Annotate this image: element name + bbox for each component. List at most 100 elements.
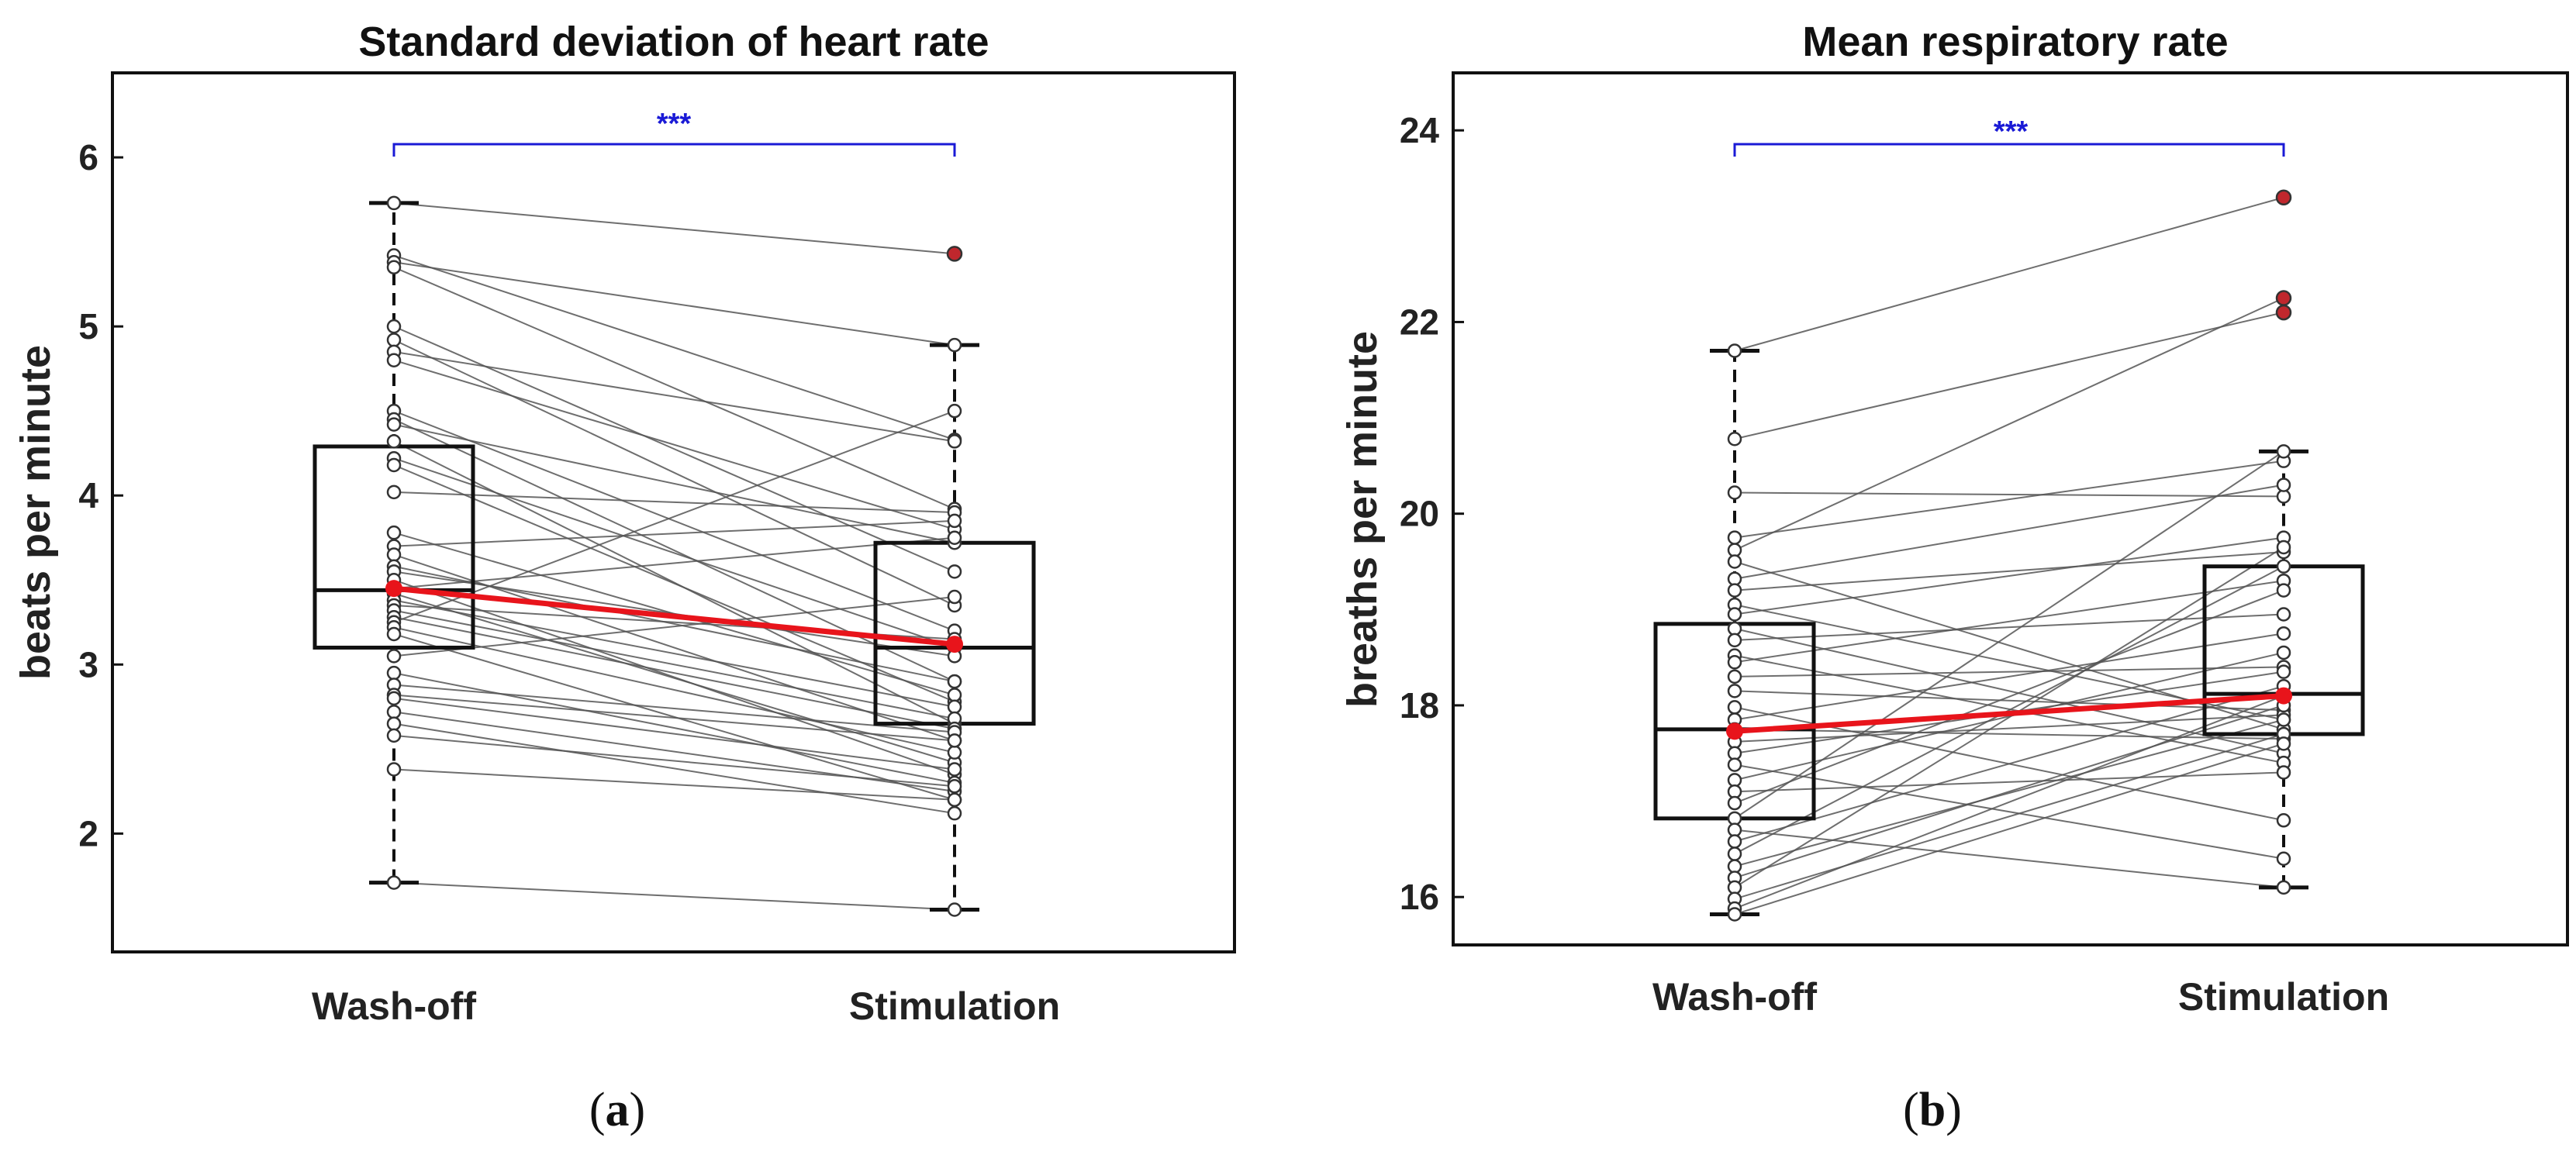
data-point [947,779,962,794]
paired-line [393,596,955,657]
data-point [2276,765,2291,780]
paired-line [393,491,955,513]
data-point [386,319,402,334]
data-point [1727,432,1742,446]
data-point [2276,813,2291,828]
data-point [386,417,402,432]
paired-line [393,457,955,649]
data-point [386,260,402,275]
caption-b: (b) [1903,1084,1962,1136]
mean-point [1726,722,1743,740]
data-point [1727,757,1742,772]
paired-line [393,599,955,708]
paired-line [1734,704,2284,879]
paired-line [1734,536,2284,615]
data-point [947,733,962,748]
paired-line [393,350,955,443]
paired-line [393,592,955,764]
data-point [947,674,962,689]
data-point [1727,795,1742,811]
paired-line [1734,685,2284,843]
outlier-point [2275,304,2292,321]
y-tick-label: 24 [1400,110,1440,150]
y-tick-label: 18 [1400,685,1439,726]
data-point [2276,645,2291,660]
paired-line [1734,484,2284,580]
paired-line [1734,491,2284,498]
paired-line [1734,764,2284,860]
x-tick-label-a-washoff: Wash-off [312,984,476,1028]
data-point [386,353,402,367]
mean-point [946,636,963,653]
paired-line [393,519,955,547]
y-ticks-b: 16 18 20 22 24 [1400,110,1464,917]
data-point [2276,607,2291,622]
paired-line [1734,728,2284,740]
paired-line [393,672,955,784]
data-point [947,762,962,777]
outlier-point [2275,189,2292,205]
data-point [386,434,402,449]
paired-line [393,579,955,775]
significance-bracket [1733,143,2285,157]
paired-line [393,440,955,725]
significance-bracket [392,143,956,157]
mean-point [2275,687,2292,705]
paired-line [1734,565,2284,855]
data-point [2276,626,2291,641]
y-tick-label: 16 [1400,877,1439,917]
data-point [947,792,962,807]
paired-line [1734,733,2284,900]
paired-line [1734,613,2284,641]
paired-line [1734,829,2284,888]
paired-line [1734,633,2284,721]
data-point [947,564,962,579]
data-point [2276,444,2291,459]
data-point [2276,664,2291,679]
data-point [386,457,402,473]
data-point [2276,851,2291,866]
mean-point [385,580,402,598]
data-point [1727,700,1742,715]
paired-line [1734,690,2284,712]
y-tick-label: 2 [78,813,98,853]
paired-line [1734,589,2284,804]
y-tick-label: 3 [78,644,98,684]
paired-line [1734,460,2284,539]
data-point [386,762,402,777]
panel-b: Mean respiratory rate breaths per minute… [1339,19,2569,1019]
data-point [947,589,962,605]
x-tick-label-b-washoff: Wash-off [1652,975,1817,1019]
data-point [1727,583,1742,598]
paired-line [1734,771,2284,793]
outlier-point [946,246,963,262]
y-tick-label: 20 [1400,494,1439,534]
data-point [386,626,402,642]
significance-label-b: *** [1994,116,2029,148]
data-point [947,699,962,715]
y-axis-label-a: beats per minute [12,345,59,680]
chart-title-b: Mean respiratory rate [1802,19,2228,65]
data-point [1727,530,1742,545]
paired-line [393,633,955,801]
significance-label-a: *** [657,108,692,140]
y-tick-label: 6 [78,137,98,178]
paired-line [1734,312,2284,440]
paired-line [393,423,955,544]
paired-line [393,410,955,632]
data-point [386,875,402,890]
data-point [386,716,402,731]
data-point [2276,540,2291,555]
paired-line [393,697,955,771]
chart-title-a: Standard deviation of heart rate [358,19,989,65]
paired-line [1734,546,2284,888]
paired-line [393,359,955,530]
data-point [1727,846,1742,861]
y-tick-label: 22 [1400,302,1439,342]
data-point [947,513,962,529]
data-point [1727,633,1742,648]
data-point [1727,834,1742,849]
paired-line [1734,580,2284,664]
significance-bracket-a [392,143,956,157]
